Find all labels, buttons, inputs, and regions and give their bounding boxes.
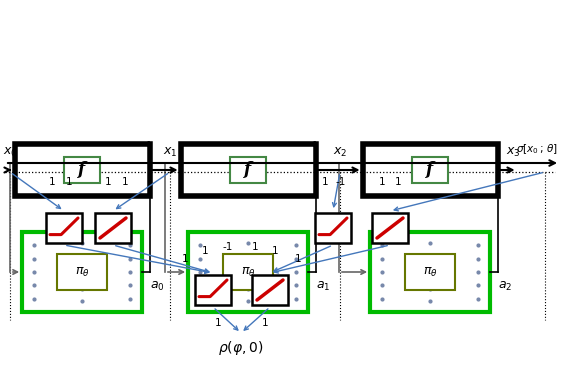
Bar	[370, 232, 490, 312]
Text: $\pi_\theta$: $\pi_\theta$	[74, 266, 89, 279]
Text: 1: 1	[295, 254, 301, 264]
Text: 1: 1	[182, 254, 188, 264]
Text: 1: 1	[214, 318, 221, 328]
Bar	[223, 254, 273, 290]
Text: f: f	[427, 162, 434, 179]
Bar	[188, 232, 308, 312]
Text: 1: 1	[105, 177, 112, 187]
Text: 1: 1	[49, 177, 55, 187]
Bar	[181, 144, 316, 196]
Bar	[14, 144, 149, 196]
Text: 1: 1	[395, 177, 402, 187]
Bar	[412, 157, 448, 183]
Bar	[315, 213, 351, 243]
Bar	[363, 144, 498, 196]
Text: 1: 1	[202, 246, 208, 256]
Text: 1: 1	[379, 177, 386, 187]
Text: 1: 1	[66, 177, 72, 187]
Text: $x_3$: $x_3$	[506, 146, 521, 158]
Bar	[57, 254, 107, 290]
Text: 1: 1	[122, 177, 128, 187]
Text: $\pi_\theta$: $\pi_\theta$	[423, 266, 438, 279]
Text: $\rho(\varphi, 0)$: $\rho(\varphi, 0)$	[219, 339, 264, 357]
Bar	[22, 232, 142, 312]
Bar	[405, 254, 455, 290]
Text: 1: 1	[252, 242, 259, 252]
Bar	[64, 157, 100, 183]
Text: -1: -1	[336, 177, 346, 187]
Text: $\pi_\theta$: $\pi_\theta$	[241, 266, 255, 279]
Bar	[95, 213, 131, 243]
Text: $a_0$: $a_0$	[150, 279, 165, 293]
Text: 1: 1	[321, 177, 328, 187]
Text: $x_2$: $x_2$	[333, 146, 347, 158]
Bar	[46, 213, 82, 243]
Text: $a_1$: $a_1$	[316, 279, 331, 293]
Text: $\sigma[x_0\,;\,\theta]$: $\sigma[x_0\,;\,\theta]$	[516, 142, 558, 156]
Text: f: f	[244, 162, 252, 179]
Text: 1: 1	[261, 318, 268, 328]
Text: -1: -1	[223, 242, 233, 252]
Text: $x_1$: $x_1$	[163, 146, 177, 158]
Text: $a_2$: $a_2$	[498, 279, 513, 293]
Text: $x_0$: $x_0$	[3, 146, 17, 158]
Bar	[195, 275, 231, 305]
Bar	[252, 275, 288, 305]
Text: f: f	[78, 162, 86, 179]
Bar	[372, 213, 408, 243]
Bar	[230, 157, 266, 183]
Text: 1: 1	[272, 246, 279, 256]
